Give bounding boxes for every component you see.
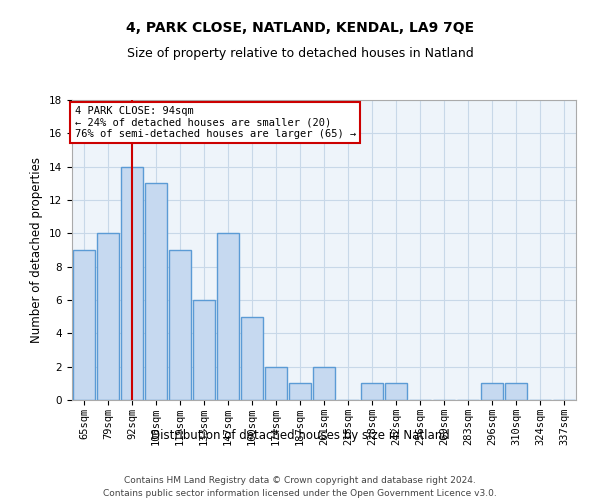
Bar (361, 384, 383, 400)
Bar (217, 234, 239, 400)
Bar (193, 300, 215, 400)
Text: 4 PARK CLOSE: 94sqm
← 24% of detached houses are smaller (20)
76% of semi-detach: 4 PARK CLOSE: 94sqm ← 24% of detached ho… (74, 106, 356, 139)
Text: Distribution of detached houses by size in Natland: Distribution of detached houses by size … (151, 430, 449, 442)
Bar (169, 250, 191, 400)
Bar (121, 166, 143, 400)
Bar (289, 384, 311, 400)
Y-axis label: Number of detached properties: Number of detached properties (31, 157, 43, 343)
Bar (505, 384, 527, 400)
Bar (385, 384, 407, 400)
Bar (145, 184, 167, 400)
Bar (481, 384, 503, 400)
Text: Size of property relative to detached houses in Natland: Size of property relative to detached ho… (127, 47, 473, 60)
Bar (265, 366, 287, 400)
Bar (313, 366, 335, 400)
Bar (241, 316, 263, 400)
Text: 4, PARK CLOSE, NATLAND, KENDAL, LA9 7QE: 4, PARK CLOSE, NATLAND, KENDAL, LA9 7QE (126, 21, 474, 35)
Bar (73, 250, 95, 400)
Bar (97, 234, 119, 400)
Text: Contains HM Land Registry data © Crown copyright and database right 2024.
Contai: Contains HM Land Registry data © Crown c… (103, 476, 497, 498)
